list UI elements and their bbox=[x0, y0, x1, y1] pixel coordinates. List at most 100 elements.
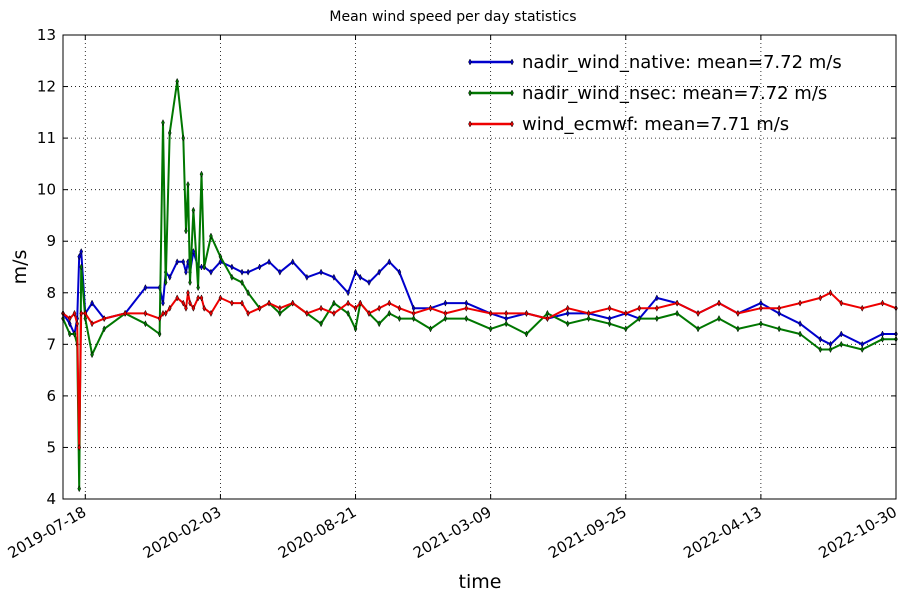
data-point bbox=[488, 325, 493, 333]
data-point bbox=[175, 294, 179, 302]
data-point bbox=[230, 263, 234, 271]
data-point bbox=[358, 273, 363, 281]
data-point bbox=[143, 320, 148, 328]
legend: nadir_wind_native: mean=7.72 m/s nadir_wi… bbox=[468, 52, 842, 135]
data-point bbox=[464, 314, 469, 323]
chart-title: Mean wind speed per day statistics bbox=[329, 9, 576, 25]
data-point bbox=[586, 309, 591, 317]
data-point bbox=[72, 330, 77, 338]
y-tick-label: 4 bbox=[46, 490, 56, 508]
data-point bbox=[623, 325, 628, 333]
data-point bbox=[175, 77, 179, 85]
data-point bbox=[161, 119, 165, 127]
data-point bbox=[209, 232, 213, 240]
data-point bbox=[346, 289, 350, 297]
data-point bbox=[353, 304, 358, 312]
data-point bbox=[191, 304, 196, 312]
data-point bbox=[565, 304, 570, 312]
data-point bbox=[319, 304, 323, 312]
data-point bbox=[586, 314, 591, 323]
data-point bbox=[188, 299, 192, 307]
data-point bbox=[319, 320, 323, 328]
data-point bbox=[67, 330, 72, 338]
data-point bbox=[759, 304, 763, 312]
series-line-3 bbox=[62, 291, 897, 449]
y-tick-label: 11 bbox=[37, 129, 56, 147]
data-point bbox=[184, 268, 188, 276]
data-point bbox=[290, 299, 295, 307]
legend-label-3: wind_ecmwf: mean=7.71 m/s bbox=[522, 114, 789, 135]
data-point bbox=[488, 309, 493, 317]
data-point bbox=[90, 299, 94, 307]
data-point bbox=[161, 309, 165, 317]
data-point bbox=[67, 314, 72, 323]
data-point bbox=[798, 330, 802, 338]
data-point bbox=[246, 268, 250, 276]
y-tick-label: 7 bbox=[46, 335, 56, 353]
y-tick-label: 8 bbox=[46, 284, 56, 302]
legend-marker bbox=[510, 58, 514, 66]
data-point bbox=[218, 294, 223, 302]
data-point bbox=[278, 268, 282, 276]
data-point bbox=[358, 299, 363, 307]
data-point bbox=[880, 299, 885, 307]
data-point bbox=[377, 304, 381, 312]
data-point bbox=[75, 320, 79, 328]
data-point bbox=[377, 268, 381, 276]
data-point bbox=[186, 180, 190, 189]
data-point bbox=[175, 258, 179, 266]
data-point bbox=[565, 320, 570, 328]
data-point bbox=[218, 258, 223, 266]
data-point bbox=[240, 268, 244, 276]
data-point bbox=[504, 309, 508, 317]
data-point bbox=[163, 309, 168, 317]
plot-frame bbox=[62, 34, 897, 500]
data-point bbox=[199, 294, 204, 302]
data-point bbox=[353, 268, 358, 276]
data-point bbox=[246, 289, 250, 297]
data-point bbox=[199, 170, 204, 178]
data-point bbox=[102, 314, 106, 323]
data-point bbox=[637, 314, 642, 323]
data-point bbox=[305, 273, 309, 281]
data-point bbox=[123, 309, 127, 317]
data-point bbox=[240, 278, 244, 287]
data-point bbox=[411, 314, 416, 323]
data-point bbox=[246, 309, 250, 317]
data-point bbox=[798, 299, 802, 307]
data-point bbox=[143, 309, 148, 317]
data-point bbox=[181, 258, 186, 266]
data-point bbox=[443, 309, 448, 317]
data-point bbox=[777, 325, 781, 333]
y-tick-label: 10 bbox=[37, 181, 56, 199]
series-line-2 bbox=[62, 80, 896, 490]
data-point bbox=[240, 299, 244, 307]
data-point bbox=[196, 294, 200, 302]
data-point bbox=[278, 304, 282, 312]
data-point bbox=[717, 299, 721, 307]
data-point bbox=[655, 294, 659, 302]
data-point bbox=[839, 330, 844, 338]
legend-marker bbox=[468, 58, 472, 66]
y-tick-label: 9 bbox=[46, 232, 56, 250]
data-point bbox=[696, 309, 700, 317]
data-point bbox=[79, 263, 84, 271]
data-point bbox=[607, 320, 612, 328]
data-point bbox=[818, 345, 823, 354]
data-point bbox=[230, 299, 234, 307]
data-point bbox=[565, 309, 570, 317]
data-point bbox=[504, 320, 508, 328]
legend-marker bbox=[510, 120, 514, 128]
data-point bbox=[267, 299, 271, 307]
data-point bbox=[218, 253, 223, 261]
y-tick-label: 6 bbox=[46, 387, 56, 405]
y-tick-label: 13 bbox=[37, 26, 56, 44]
data-point bbox=[346, 309, 350, 317]
data-point bbox=[319, 268, 323, 276]
data-point bbox=[167, 304, 172, 312]
y-tick-label: 12 bbox=[37, 78, 56, 96]
data-point bbox=[411, 309, 416, 317]
data-point bbox=[377, 320, 381, 328]
data-point bbox=[102, 325, 106, 333]
